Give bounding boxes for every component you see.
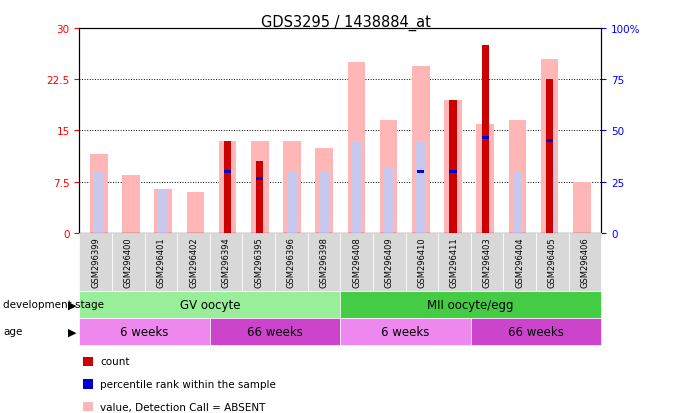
Bar xyxy=(283,141,301,233)
Bar xyxy=(417,170,424,174)
Bar xyxy=(315,148,333,233)
Text: age: age xyxy=(3,326,23,337)
Text: GSM296403: GSM296403 xyxy=(482,237,491,287)
Bar xyxy=(187,192,205,233)
Text: MII oocyte/egg: MII oocyte/egg xyxy=(428,298,514,311)
Text: GSM296399: GSM296399 xyxy=(91,237,100,287)
Text: ▶: ▶ xyxy=(68,326,77,337)
Text: GV oocyte: GV oocyte xyxy=(180,298,240,311)
Text: GSM296396: GSM296396 xyxy=(287,237,296,287)
Bar xyxy=(513,172,522,233)
Bar xyxy=(476,124,494,233)
Bar xyxy=(94,172,104,233)
Text: GSM296406: GSM296406 xyxy=(580,237,589,287)
Bar xyxy=(546,80,553,233)
Text: GSM296401: GSM296401 xyxy=(156,237,165,287)
Bar xyxy=(444,100,462,233)
Text: development stage: development stage xyxy=(3,299,104,310)
Text: GSM296408: GSM296408 xyxy=(352,237,361,287)
Text: GSM296410: GSM296410 xyxy=(417,237,426,287)
Bar xyxy=(509,121,527,233)
Bar xyxy=(541,59,558,233)
Bar xyxy=(416,141,426,233)
Text: count: count xyxy=(100,356,130,366)
Text: GSM296395: GSM296395 xyxy=(254,237,263,287)
Text: 66 weeks: 66 weeks xyxy=(508,325,564,338)
Text: GSM296404: GSM296404 xyxy=(515,237,524,287)
Bar xyxy=(380,121,397,233)
Text: GSM296405: GSM296405 xyxy=(548,237,557,287)
Bar xyxy=(384,169,393,233)
Bar xyxy=(219,141,236,233)
Bar xyxy=(122,176,140,233)
Bar xyxy=(287,172,297,233)
Text: GSM296402: GSM296402 xyxy=(189,237,198,287)
Text: GSM296398: GSM296398 xyxy=(319,237,328,287)
Bar xyxy=(449,100,457,233)
Bar xyxy=(256,162,263,233)
Bar xyxy=(251,141,269,233)
Bar xyxy=(482,136,489,140)
Text: 6 weeks: 6 weeks xyxy=(381,325,430,338)
Text: value, Detection Call = ABSENT: value, Detection Call = ABSENT xyxy=(100,402,265,412)
Bar xyxy=(545,141,554,233)
Bar xyxy=(352,141,361,233)
Text: 66 weeks: 66 weeks xyxy=(247,325,303,338)
Text: 6 weeks: 6 weeks xyxy=(120,325,169,338)
Bar xyxy=(256,177,263,180)
Text: GSM296409: GSM296409 xyxy=(385,237,394,287)
Text: GDS3295 / 1438884_at: GDS3295 / 1438884_at xyxy=(261,14,430,31)
Text: GSM296411: GSM296411 xyxy=(450,237,459,287)
Text: GSM296394: GSM296394 xyxy=(222,237,231,287)
Bar xyxy=(224,170,231,174)
Bar xyxy=(154,189,172,233)
Bar xyxy=(224,141,231,233)
Text: ▶: ▶ xyxy=(68,299,77,310)
Text: GSM296400: GSM296400 xyxy=(124,237,133,287)
Bar xyxy=(319,172,329,233)
Bar xyxy=(449,170,457,174)
Text: percentile rank within the sample: percentile rank within the sample xyxy=(100,379,276,389)
Bar xyxy=(573,182,591,233)
Bar xyxy=(546,140,553,143)
Bar xyxy=(348,63,366,233)
Bar xyxy=(482,46,489,233)
Bar xyxy=(90,155,108,233)
Bar xyxy=(158,189,168,233)
Bar xyxy=(412,66,430,233)
